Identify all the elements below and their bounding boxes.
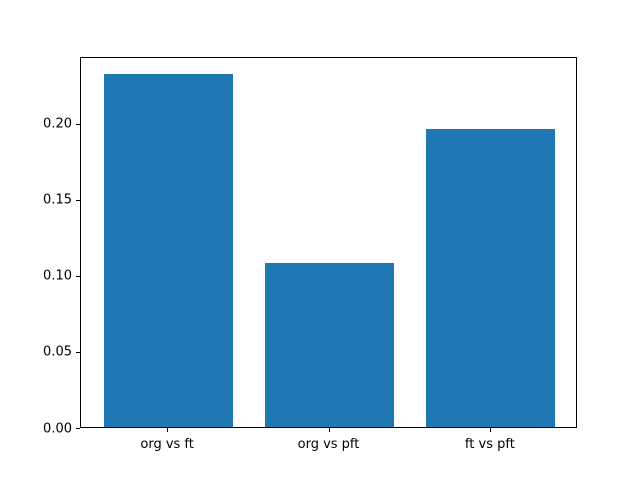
- plot-area: [80, 57, 577, 428]
- y-tick-mark: [76, 351, 80, 353]
- y-tick-label: 0.20: [43, 116, 72, 132]
- y-tick-mark: [76, 428, 80, 429]
- x-tick-mark: [167, 428, 169, 432]
- y-tick-mark: [76, 123, 80, 125]
- y-tick-label: 0.05: [43, 344, 72, 360]
- x-tick-mark: [489, 428, 491, 432]
- bar-org-vs-ft: [103, 74, 233, 427]
- x-tick-label: ft vs pft: [464, 437, 515, 452]
- bar-ft-vs-pft: [426, 128, 556, 427]
- x-tick-label: org vs pft: [297, 437, 360, 452]
- y-tick-label: 0.10: [43, 268, 72, 284]
- x-tick-label: org vs ft: [140, 437, 194, 452]
- y-tick-label: 0.15: [43, 192, 72, 208]
- y-tick-mark: [76, 275, 80, 277]
- x-tick-mark: [328, 428, 330, 432]
- y-tick-label: 0.00: [43, 421, 72, 436]
- bar-org-vs-pft: [264, 262, 395, 427]
- y-tick-mark: [76, 199, 80, 201]
